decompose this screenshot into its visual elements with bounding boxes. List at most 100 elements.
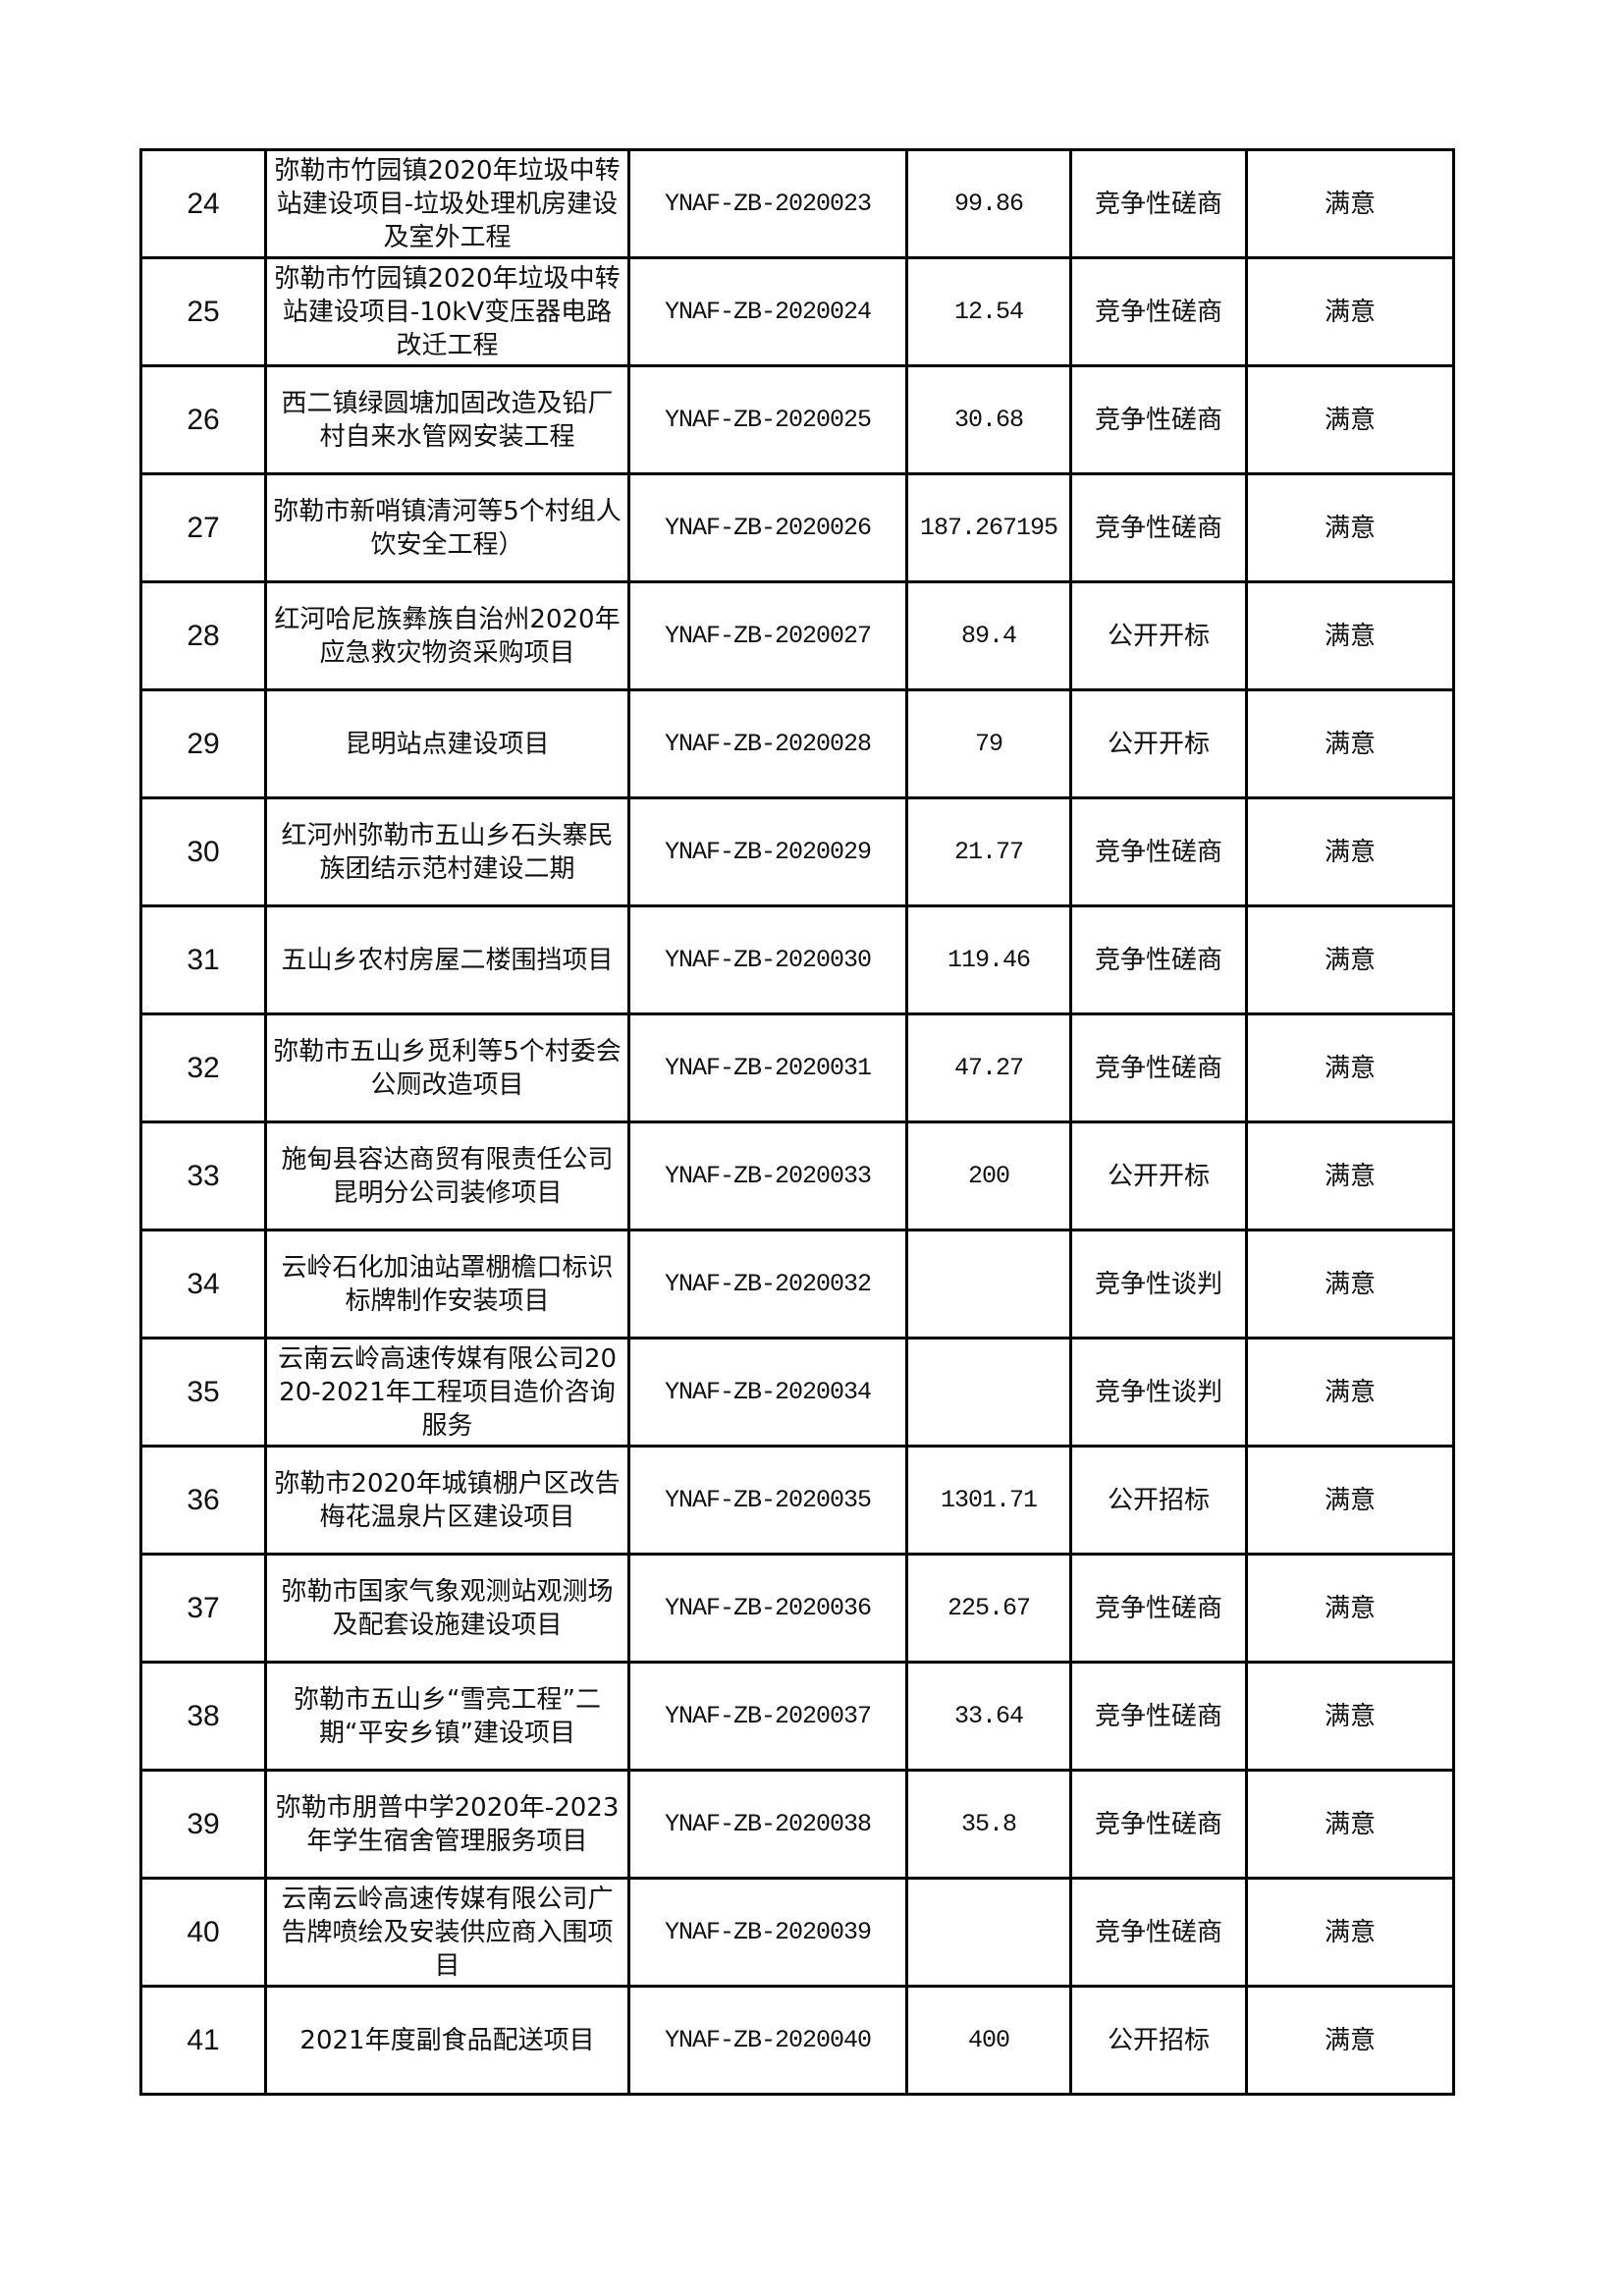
project-code-cell: YNAF-ZB-2020033 (627, 1121, 908, 1231)
project-code-cell: YNAF-ZB-2020027 (627, 580, 908, 691)
row-number-cell: 27 (139, 472, 267, 583)
row-number-cell: 35 (139, 1337, 267, 1448)
table-row: 37 弥勒市国家气象观测站观测场及配套设施建设项目 YNAF-ZB-2020036 2… (139, 1553, 1455, 1664)
table-row: 32 弥勒市五山乡觅利等5个村委会公厕改造项目 YNAF-ZB-2020031 47.… (139, 1012, 1455, 1123)
evaluation-cell: 满意 (1245, 472, 1455, 583)
evaluation-cell: 满意 (1245, 580, 1455, 691)
table-row: 33 施甸县容达商贸有限责任公司昆明分公司装修项目 YNAF-ZB-2020033 2… (139, 1121, 1455, 1231)
evaluation-cell: 满意 (1245, 688, 1455, 799)
project-name-cell: 弥勒市竹园镇2020年垃圾中转站建设项目-垃圾处理机房建设及室外工程 (264, 148, 630, 259)
row-number-cell: 30 (139, 796, 267, 907)
project-code-cell: YNAF-ZB-2020037 (627, 1661, 908, 1772)
project-name-cell: 昆明站点建设项目 (264, 688, 630, 799)
project-name-cell: 2021年度副食品配送项目 (264, 1985, 630, 2096)
evaluation-cell: 满意 (1245, 364, 1455, 475)
procurement-method-cell: 竞争性磋商 (1069, 796, 1248, 907)
project-table-body: 24 弥勒市竹园镇2020年垃圾中转站建设项目-垃圾处理机房建设及室外工程 YNAF… (139, 148, 1455, 2096)
project-name-cell: 施甸县容达商贸有限责任公司昆明分公司装修项目 (264, 1121, 630, 1231)
project-name-cell: 弥勒市2020年城镇棚户区改告梅花温泉片区建设项目 (264, 1445, 630, 1556)
project-name-cell: 弥勒市新哨镇清河等5个村组人饮安全工程） (264, 472, 630, 583)
table-row: 24 弥勒市竹园镇2020年垃圾中转站建设项目-垃圾处理机房建设及室外工程 YNAF… (139, 148, 1455, 259)
project-code-cell: YNAF-ZB-2020040 (627, 1985, 908, 2096)
amount-cell: 119.46 (905, 904, 1072, 1015)
project-code-cell: YNAF-ZB-2020024 (627, 256, 908, 367)
amount-cell (905, 1877, 1072, 1988)
table-row: 34 云岭石化加油站罩棚檐口标识标牌制作安装项目 YNAF-ZB-2020032 竞争… (139, 1229, 1455, 1339)
procurement-method-cell: 公开开标 (1069, 688, 1248, 799)
procurement-method-cell: 公开开标 (1069, 580, 1248, 691)
project-name-cell: 红河州弥勒市五山乡石头寨民族团结示范村建设二期 (264, 796, 630, 907)
project-name-cell: 云岭石化加油站罩棚檐口标识标牌制作安装项目 (264, 1229, 630, 1339)
row-number-cell: 33 (139, 1121, 267, 1231)
procurement-method-cell: 竞争性磋商 (1069, 256, 1248, 367)
procurement-method-cell: 竞争性谈判 (1069, 1229, 1248, 1339)
table-row: 31 五山乡农村房屋二楼围挡项目 YNAF-ZB-2020030 119.46 竞争性磋… (139, 904, 1455, 1015)
procurement-method-cell: 竞争性磋商 (1069, 1877, 1248, 1988)
amount-cell: 187.267195 (905, 472, 1072, 583)
table-row: 35 云南云岭高速传媒有限公司2020-2021年工程项目造价咨询服务 YNAF-Z… (139, 1337, 1455, 1448)
project-name-cell: 弥勒市五山乡“雪亮工程”二期“平安乡镇”建设项目 (264, 1661, 630, 1772)
procurement-method-cell: 竞争性磋商 (1069, 364, 1248, 475)
amount-cell: 99.86 (905, 148, 1072, 259)
amount-cell: 33.64 (905, 1661, 1072, 1772)
procurement-method-cell: 竞争性磋商 (1069, 904, 1248, 1015)
project-code-cell: YNAF-ZB-2020036 (627, 1553, 908, 1664)
project-name-cell: 弥勒市五山乡觅利等5个村委会公厕改造项目 (264, 1012, 630, 1123)
procurement-method-cell: 竞争性磋商 (1069, 472, 1248, 583)
procurement-method-cell: 公开开标 (1069, 1121, 1248, 1231)
project-code-cell: YNAF-ZB-2020038 (627, 1769, 908, 1880)
table-row: 28 红河哈尼族彝族自治州2020年应急救灾物资采购项目 YNAF-ZB-20200… (139, 580, 1455, 691)
project-code-cell: YNAF-ZB-2020034 (627, 1337, 908, 1448)
amount-cell: 1301.71 (905, 1445, 1072, 1556)
project-name-cell: 西二镇绿圆塘加固改造及铅厂村自来水管网安装工程 (264, 364, 630, 475)
row-number-cell: 29 (139, 688, 267, 799)
project-name-cell: 红河哈尼族彝族自治州2020年应急救灾物资采购项目 (264, 580, 630, 691)
project-code-cell: YNAF-ZB-2020023 (627, 148, 908, 259)
evaluation-cell: 满意 (1245, 1337, 1455, 1448)
table-row: 27 弥勒市新哨镇清河等5个村组人饮安全工程） YNAF-ZB-2020026 187… (139, 472, 1455, 583)
evaluation-cell: 满意 (1245, 1661, 1455, 1772)
project-code-cell: YNAF-ZB-2020028 (627, 688, 908, 799)
row-number-cell: 25 (139, 256, 267, 367)
row-number-cell: 32 (139, 1012, 267, 1123)
row-number-cell: 31 (139, 904, 267, 1015)
procurement-method-cell: 公开招标 (1069, 1985, 1248, 2096)
project-code-cell: YNAF-ZB-2020029 (627, 796, 908, 907)
table-row: 38 弥勒市五山乡“雪亮工程”二期“平安乡镇”建设项目 YNAF-ZB-202003… (139, 1661, 1455, 1772)
evaluation-cell: 满意 (1245, 1445, 1455, 1556)
table-row: 36 弥勒市2020年城镇棚户区改告梅花温泉片区建设项目 YNAF-ZB-20200… (139, 1445, 1455, 1556)
evaluation-cell: 满意 (1245, 1769, 1455, 1880)
amount-cell: 79 (905, 688, 1072, 799)
row-number-cell: 38 (139, 1661, 267, 1772)
procurement-method-cell: 竞争性磋商 (1069, 1553, 1248, 1664)
row-number-cell: 40 (139, 1877, 267, 1988)
procurement-method-cell: 竞争性谈判 (1069, 1337, 1248, 1448)
row-number-cell: 34 (139, 1229, 267, 1339)
project-name-cell: 弥勒市国家气象观测站观测场及配套设施建设项目 (264, 1553, 630, 1664)
table-row: 26 西二镇绿圆塘加固改造及铅厂村自来水管网安装工程 YNAF-ZB-2020025… (139, 364, 1455, 475)
amount-cell: 35.8 (905, 1769, 1072, 1880)
row-number-cell: 36 (139, 1445, 267, 1556)
amount-cell: 225.67 (905, 1553, 1072, 1664)
amount-cell: 47.27 (905, 1012, 1072, 1123)
project-name-cell: 云南云岭高速传媒有限公司广告牌喷绘及安装供应商入围项目 (264, 1877, 630, 1988)
project-code-cell: YNAF-ZB-2020025 (627, 364, 908, 475)
table-row: 40 云南云岭高速传媒有限公司广告牌喷绘及安装供应商入围项目 YNAF-ZB-202… (139, 1877, 1455, 1988)
evaluation-cell: 满意 (1245, 1553, 1455, 1664)
project-code-cell: YNAF-ZB-2020026 (627, 472, 908, 583)
project-code-cell: YNAF-ZB-2020030 (627, 904, 908, 1015)
procurement-method-cell: 竞争性磋商 (1069, 1661, 1248, 1772)
amount-cell: 89.4 (905, 580, 1072, 691)
project-table: 24 弥勒市竹园镇2020年垃圾中转站建设项目-垃圾处理机房建设及室外工程 YNAF… (139, 148, 1455, 2096)
project-code-cell: YNAF-ZB-2020031 (627, 1012, 908, 1123)
project-name-cell: 云南云岭高速传媒有限公司2020-2021年工程项目造价咨询服务 (264, 1337, 630, 1448)
amount-cell (905, 1337, 1072, 1448)
evaluation-cell: 满意 (1245, 904, 1455, 1015)
project-name-cell: 弥勒市朋普中学2020年-2023年学生宿舍管理服务项目 (264, 1769, 630, 1880)
table-row: 29 昆明站点建设项目 YNAF-ZB-2020028 79 公开开标 满意 (139, 688, 1455, 799)
procurement-method-cell: 竞争性磋商 (1069, 148, 1248, 259)
evaluation-cell: 满意 (1245, 796, 1455, 907)
table-row: 25 弥勒市竹园镇2020年垃圾中转站建设项目-10kV变压器电路改迁工程 YNAF… (139, 256, 1455, 367)
procurement-method-cell: 公开招标 (1069, 1445, 1248, 1556)
amount-cell: 400 (905, 1985, 1072, 2096)
